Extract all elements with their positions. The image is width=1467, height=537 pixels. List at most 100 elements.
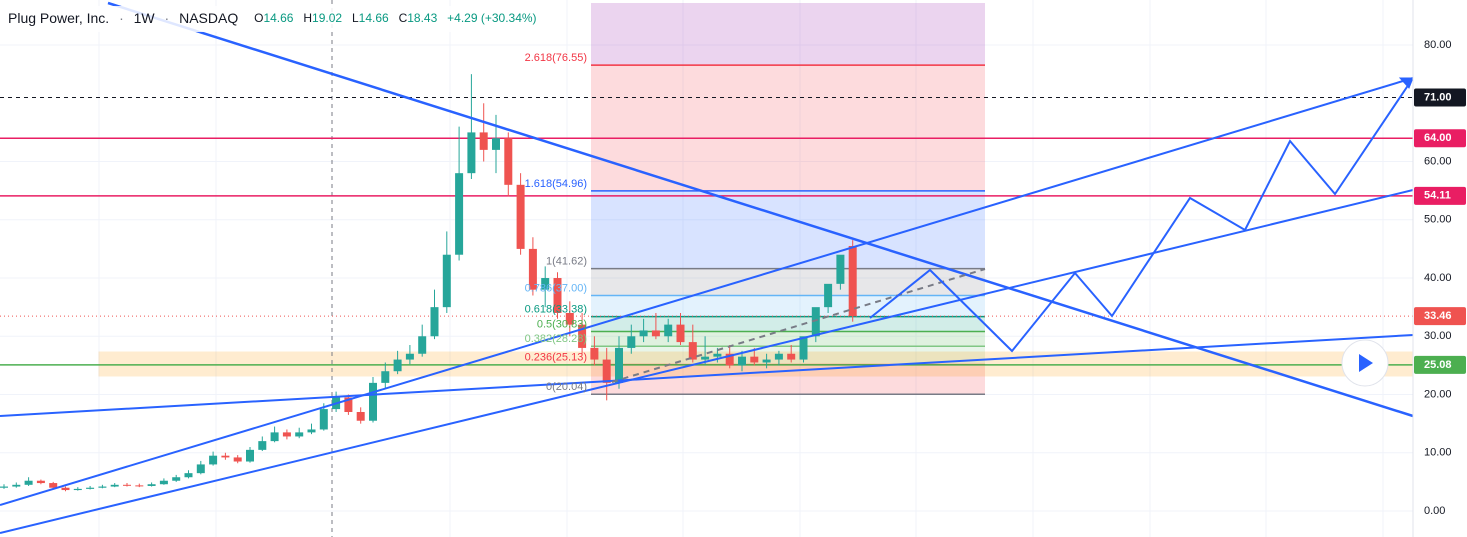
price-label-bg	[1414, 88, 1466, 107]
candle-body	[307, 429, 316, 433]
candle-body	[762, 359, 771, 363]
candle-body	[209, 455, 218, 465]
y-tick-label: 30.00	[1424, 330, 1452, 342]
ohlc-value: 14.66	[359, 11, 389, 25]
trendline	[0, 189, 1414, 534]
candle-body	[319, 409, 328, 430]
candle-body	[369, 382, 377, 421]
candle-body	[184, 473, 193, 478]
candle-body	[701, 356, 710, 360]
candle-body	[824, 283, 833, 308]
y-tick-label: 20.00	[1424, 388, 1452, 400]
candle-body	[36, 480, 45, 484]
fib-label: 0.786(37.00)	[525, 282, 587, 294]
y-tick-label: 0.00	[1424, 505, 1445, 517]
candle-body	[233, 457, 242, 462]
candle-body	[750, 356, 759, 363]
ohlc-key: C	[399, 11, 408, 25]
fib-label: 0.5(30.83)	[537, 318, 587, 330]
fib-band	[591, 268, 985, 296]
fib-band	[591, 65, 985, 191]
candle-body	[12, 484, 21, 487]
candle-body	[159, 480, 168, 485]
price-label: 71.00	[1424, 91, 1452, 103]
exchange: NASDAQ	[179, 10, 238, 26]
fib-label: 0.618(33.38)	[525, 303, 587, 315]
price-label: 54.11	[1424, 190, 1451, 202]
fib-band	[591, 295, 985, 317]
candle-body	[676, 324, 685, 343]
candle-body	[688, 342, 697, 360]
header: Plug Power, Inc. · 1W · NASDAQ O14.66 H1…	[8, 10, 537, 26]
candle-body	[344, 397, 353, 412]
price-label-bg	[1414, 186, 1466, 205]
candle-body	[295, 432, 304, 437]
candle-body	[455, 173, 464, 255]
candle-body	[541, 278, 550, 290]
price-label-bg	[1414, 307, 1466, 326]
candle-body	[258, 441, 267, 450]
candle-body	[24, 480, 33, 485]
candle-body	[479, 132, 488, 150]
candle-body	[565, 312, 574, 325]
fib-label: 1.618(54.96)	[525, 178, 587, 190]
candle-body	[738, 356, 746, 366]
candle-body	[651, 330, 660, 337]
price-label: 64.00	[1424, 132, 1452, 144]
fib-label: 0(20.04)	[546, 381, 587, 393]
arrow-head	[1398, 77, 1414, 89]
candle-body	[73, 488, 82, 491]
candle-body	[553, 278, 562, 313]
candle-body	[418, 336, 427, 354]
y-tick-label: 10.00	[1424, 447, 1452, 459]
candle-body	[110, 484, 119, 487]
trendline	[0, 334, 1414, 417]
fib-label: 1(41.62)	[546, 255, 587, 267]
candle-body	[799, 336, 808, 360]
candle-body	[774, 353, 783, 360]
candle-body	[615, 347, 623, 383]
candle-body	[602, 359, 611, 383]
fib-label: 0.236(25.13)	[525, 352, 587, 364]
price-label-bg	[1414, 129, 1466, 148]
channel-line	[0, 77, 1414, 506]
candle-body	[627, 336, 636, 348]
candle-body	[590, 347, 599, 360]
y-tick-label: 60.00	[1424, 155, 1452, 167]
candle-body	[516, 184, 525, 249]
fib-label: 2.618(76.55)	[525, 52, 587, 64]
candle-body	[528, 248, 537, 290]
play-icon	[1359, 354, 1373, 372]
ohlc-value: 19.02	[312, 11, 342, 25]
y-tick-label: 40.00	[1424, 272, 1452, 284]
candle-body	[492, 138, 500, 150]
y-tick-label: 80.00	[1424, 39, 1452, 51]
fib-band	[591, 364, 985, 395]
candle-body	[405, 353, 414, 360]
candle-body	[86, 487, 95, 489]
candle-body	[172, 477, 181, 481]
candle-body	[147, 484, 156, 486]
candle-body	[135, 485, 144, 487]
candle-body	[442, 254, 451, 308]
price-label: 33.46	[1424, 310, 1452, 322]
candle-body	[381, 371, 390, 383]
candle-body	[725, 353, 734, 366]
candle-body	[356, 411, 365, 421]
candle-body	[0, 486, 8, 488]
candle-body	[430, 307, 439, 337]
fib-label: 0.382(28.28)	[525, 333, 587, 345]
candle-body	[787, 353, 796, 360]
projection	[611, 268, 986, 383]
interval: 1W	[134, 10, 156, 26]
y-tick-label: 50.00	[1424, 214, 1452, 226]
candle-body	[504, 138, 513, 185]
fib-band	[591, 190, 985, 269]
candle-body	[836, 254, 845, 284]
change: +4.29 (+30.34%)	[447, 11, 536, 25]
candle-body	[98, 486, 107, 488]
candle-body	[664, 324, 673, 337]
candle-body	[713, 353, 722, 357]
candle-body	[578, 324, 587, 348]
